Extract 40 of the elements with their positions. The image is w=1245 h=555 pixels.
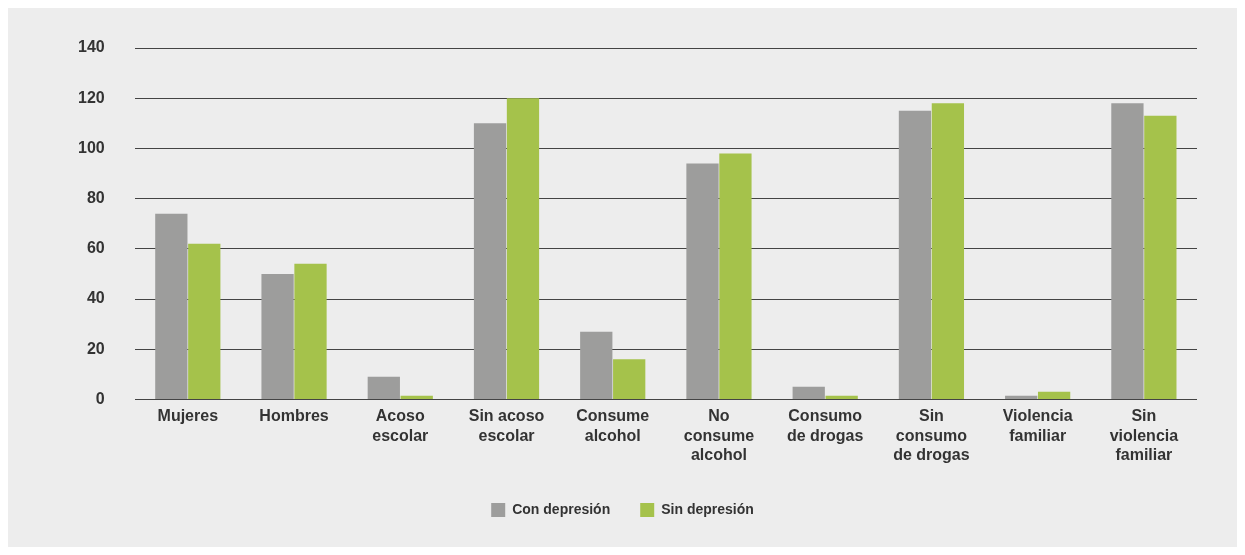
y-tick-label: 100 xyxy=(77,138,105,156)
x-tick-label: Consumo de drogas xyxy=(786,407,864,444)
y-tick-label: 120 xyxy=(77,88,105,106)
x-tick-label: Violencia familiar xyxy=(1002,407,1073,444)
bar xyxy=(155,213,188,399)
x-tick-label: Sin acoso escolar xyxy=(468,407,545,444)
bar xyxy=(686,163,719,399)
bar xyxy=(400,395,433,399)
x-tick-label: Mujeres xyxy=(157,407,219,425)
bar xyxy=(506,98,540,399)
y-tick-label: 20 xyxy=(86,339,105,357)
bar xyxy=(1144,115,1177,399)
x-tick-label: Hombres xyxy=(259,407,329,425)
bar xyxy=(473,123,507,399)
bar xyxy=(719,153,752,399)
x-tick-label: Acoso escolar xyxy=(372,407,429,444)
bar xyxy=(261,273,294,399)
y-tick-label: 40 xyxy=(86,289,105,307)
bar xyxy=(294,263,327,399)
bar xyxy=(898,110,932,399)
bar xyxy=(792,386,825,399)
x-tick-label: Sin violencia familiar xyxy=(1109,407,1179,463)
bar xyxy=(1111,103,1144,399)
bar xyxy=(931,103,965,399)
bar xyxy=(580,331,613,399)
y-tick-label: 60 xyxy=(86,239,105,257)
bar xyxy=(1037,391,1071,399)
x-tick-label: No consume alcohol xyxy=(683,407,755,463)
legend-label: Sin depresión xyxy=(661,500,754,517)
x-tick-label: Sin consumo de drogas xyxy=(893,407,970,463)
x-tick-label: Consume alcohol xyxy=(576,407,650,444)
y-tick-label: 140 xyxy=(77,38,105,56)
bar xyxy=(613,359,646,399)
bar xyxy=(367,376,400,399)
y-tick-label: 80 xyxy=(86,189,105,207)
legend-label: Con depresión xyxy=(512,500,611,517)
bar xyxy=(188,243,221,399)
bar xyxy=(1005,395,1038,399)
y-tick-label: 0 xyxy=(95,389,105,407)
bar xyxy=(825,395,858,399)
